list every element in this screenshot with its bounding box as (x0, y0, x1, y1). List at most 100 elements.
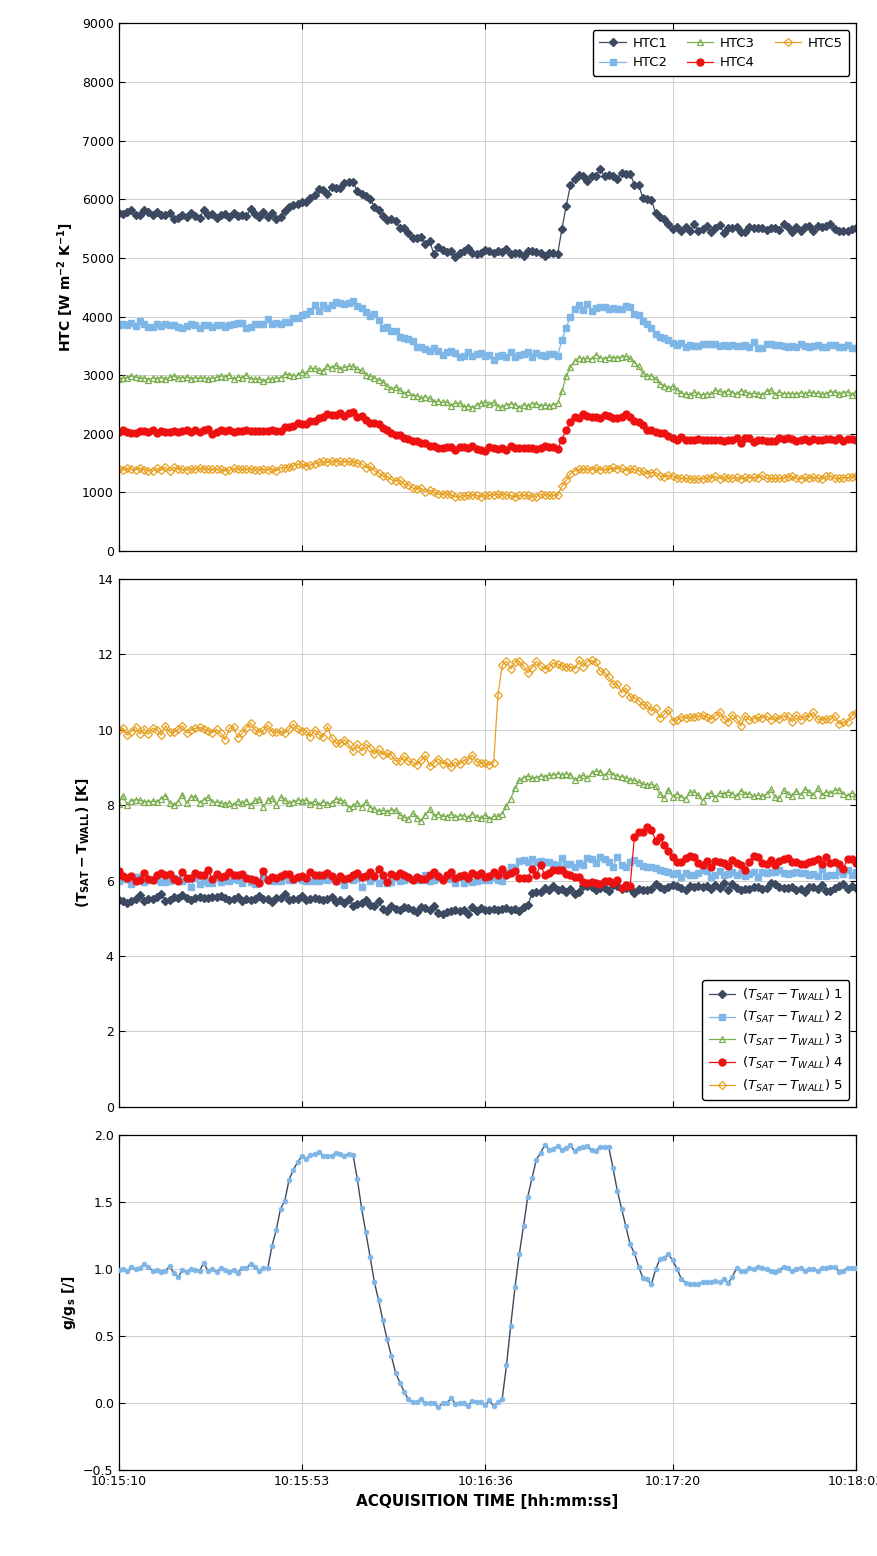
HTC3 (667, 377, 677, 395)
HTC1 (143, 202, 153, 221)
$(T_{SAT} - T_{WALL})$ 5 (573, 650, 583, 669)
HTC2 (143, 317, 153, 336)
HTC5 (189, 459, 200, 478)
Line: HTC4: HTC4 (115, 409, 859, 454)
HTC4 (517, 439, 528, 457)
HTC1 (122, 202, 132, 221)
$(T_{SAT} - T_{WALL})$ 4 (616, 878, 626, 896)
HTC4 (189, 420, 200, 439)
HTC3 (590, 345, 601, 364)
HTC3 (189, 369, 200, 387)
Legend: HTC1, HTC2, HTC3, HTC4, HTC5: HTC1, HTC2, HTC3, HTC4, HTC5 (592, 30, 848, 76)
$(T_{SAT} - T_{WALL})$ 4 (510, 860, 520, 879)
HTC4 (850, 431, 860, 450)
$(T_{SAT} - T_{WALL})$ 4 (113, 862, 124, 881)
HTC2 (347, 291, 358, 310)
$(T_{SAT} - T_{WALL})$ 2 (611, 846, 622, 865)
HTC1 (850, 218, 860, 237)
$(T_{SAT} - T_{WALL})$ 5 (607, 675, 617, 694)
$(T_{SAT} - T_{WALL})$ 4 (667, 848, 677, 867)
Line: HTC5: HTC5 (116, 457, 858, 499)
HTC2 (189, 316, 200, 335)
$(T_{SAT} - T_{WALL})$ 4 (599, 871, 610, 890)
$(T_{SAT} - T_{WALL})$ 1 (662, 878, 673, 896)
HTC4 (143, 423, 153, 442)
HTC2 (850, 339, 860, 358)
Y-axis label: $\mathbf{HTC}$ $\mathbf{[W\ m^{-2}\ K^{-1}]}$: $\mathbf{HTC}$ $\mathbf{[W\ m^{-2}\ K^{-… (55, 223, 76, 352)
HTC1 (513, 244, 524, 263)
HTC4 (347, 403, 358, 422)
Line: HTC1: HTC1 (116, 166, 858, 260)
Y-axis label: $\mathbf{g/g_s}$ $\mathbf{[/]}$: $\mathbf{g/g_s}$ $\mathbf{[/]}$ (60, 1276, 77, 1330)
$(T_{SAT} - T_{WALL})$ 5 (513, 652, 524, 671)
HTC1 (450, 247, 460, 266)
HTC5 (122, 459, 132, 478)
HTC5 (510, 489, 520, 507)
HTC3 (122, 369, 132, 387)
$(T_{SAT} - T_{WALL})$ 2 (602, 853, 613, 871)
$(T_{SAT} - T_{WALL})$ 2 (513, 853, 524, 871)
HTC2 (113, 316, 124, 335)
HTC5 (607, 457, 617, 476)
Line: $(T_{SAT} - T_{WALL})$ 2: $(T_{SAT} - T_{WALL})$ 2 (115, 853, 859, 890)
HTC3 (607, 349, 617, 367)
HTC4 (607, 408, 617, 426)
$(T_{SAT} - T_{WALL})$ 1 (513, 901, 524, 920)
$(T_{SAT} - T_{WALL})$ 3 (122, 795, 132, 814)
Line: $(T_{SAT} - T_{WALL})$ 5: $(T_{SAT} - T_{WALL})$ 5 (116, 657, 858, 770)
HTC2 (517, 345, 528, 364)
HTC1 (667, 219, 677, 238)
HTC2 (607, 299, 617, 317)
$(T_{SAT} - T_{WALL})$ 3 (113, 794, 124, 812)
HTC4 (667, 429, 677, 448)
HTC4 (480, 442, 490, 461)
HTC5 (517, 485, 528, 504)
Line: HTC2: HTC2 (115, 297, 859, 364)
HTC5 (326, 451, 337, 470)
$(T_{SAT} - T_{WALL})$ 1 (113, 890, 124, 909)
HTC1 (595, 160, 605, 179)
$(T_{SAT} - T_{WALL})$ 1 (189, 888, 200, 907)
$(T_{SAT} - T_{WALL})$ 2 (667, 865, 677, 884)
HTC3 (513, 398, 524, 417)
HTC1 (113, 204, 124, 223)
$(T_{SAT} - T_{WALL})$ 4 (122, 868, 132, 887)
$(T_{SAT} - T_{WALL})$ 4 (850, 853, 860, 871)
HTC3 (510, 395, 520, 414)
$(T_{SAT} - T_{WALL})$ 2 (850, 864, 860, 882)
HTC4 (113, 422, 124, 440)
$(T_{SAT} - T_{WALL})$ 3 (850, 786, 860, 804)
$(T_{SAT} - T_{WALL})$ 4 (641, 817, 652, 836)
$(T_{SAT} - T_{WALL})$ 3 (416, 812, 426, 831)
$(T_{SAT} - T_{WALL})$ 2 (356, 878, 367, 896)
$(T_{SAT} - T_{WALL})$ 3 (590, 761, 601, 780)
HTC5 (850, 467, 860, 485)
$(T_{SAT} - T_{WALL})$ 3 (189, 787, 200, 806)
$(T_{SAT} - T_{WALL})$ 1 (437, 904, 447, 923)
Legend: $(T_{SAT} - T_{WALL})$ 1, $(T_{SAT} - T_{WALL})$ 2, $(T_{SAT} - T_{WALL})$ 3, $(: $(T_{SAT} - T_{WALL})$ 1, $(T_{SAT} - T_… (702, 980, 848, 1100)
$(T_{SAT} - T_{WALL})$ 1 (850, 879, 860, 898)
$(T_{SAT} - T_{WALL})$ 5 (850, 703, 860, 722)
$(T_{SAT} - T_{WALL})$ 1 (765, 874, 775, 893)
$(T_{SAT} - T_{WALL})$ 5 (667, 711, 677, 730)
$(T_{SAT} - T_{WALL})$ 2 (113, 871, 124, 890)
$(T_{SAT} - T_{WALL})$ 5 (446, 758, 456, 776)
HTC5 (113, 459, 124, 478)
HTC4 (122, 423, 132, 442)
$(T_{SAT} - T_{WALL})$ 5 (122, 725, 132, 744)
$(T_{SAT} - T_{WALL})$ 2 (189, 868, 200, 887)
$(T_{SAT} - T_{WALL})$ 3 (667, 787, 677, 806)
X-axis label: ACQUISITION TIME [hh:mm:ss]: ACQUISITION TIME [hh:mm:ss] (356, 1494, 617, 1509)
HTC1 (189, 207, 200, 226)
$(T_{SAT} - T_{WALL})$ 4 (143, 870, 153, 888)
HTC2 (122, 316, 132, 335)
HTC1 (607, 166, 617, 185)
HTC3 (143, 370, 153, 389)
HTC3 (850, 383, 860, 401)
HTC5 (667, 467, 677, 485)
$(T_{SAT} - T_{WALL})$ 2 (122, 870, 132, 888)
$(T_{SAT} - T_{WALL})$ 3 (513, 772, 524, 790)
$(T_{SAT} - T_{WALL})$ 2 (143, 870, 153, 888)
$(T_{SAT} - T_{WALL})$ 3 (143, 792, 153, 811)
Line: $(T_{SAT} - T_{WALL})$ 4: $(T_{SAT} - T_{WALL})$ 4 (115, 823, 859, 892)
